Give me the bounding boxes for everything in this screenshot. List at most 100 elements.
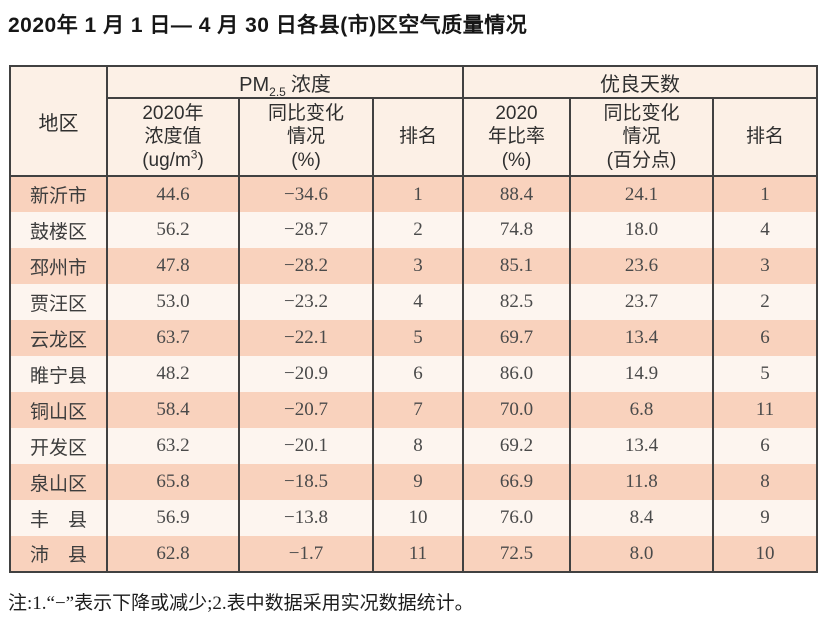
gd-rate-cell: 82.5 (462, 284, 571, 320)
pm-value-cell: 63.7 (106, 320, 240, 356)
gd-rank-cell: 1 (712, 175, 818, 212)
header-gd-change-line3: (百分点) (606, 149, 677, 171)
pm-value-cell: 65.8 (106, 464, 240, 500)
pm25-subscript: 2.5 (269, 84, 286, 98)
gd-rank-cell: 5 (712, 356, 818, 392)
gd-change-cell: 14.9 (569, 356, 714, 392)
pm-value-cell: 44.6 (106, 175, 240, 212)
pm25-label: PM (239, 73, 270, 96)
footnote: 注:1.“−”表示下降或减少;2.表中数据采用实况数据统计。 (8, 593, 474, 614)
pm-rank-cell: 3 (372, 248, 464, 284)
region-cell: 云龙区 (9, 320, 108, 356)
table-row: 泉山区 65.8 −18.5 9 66.9 11.8 8 (9, 464, 818, 500)
gd-rank-cell: 2 (712, 284, 818, 320)
pm-rank-cell: 5 (372, 320, 464, 356)
gd-rate-cell: 70.0 (462, 392, 571, 428)
pm-value-cell: 58.4 (106, 392, 240, 428)
table-row: 新沂市 44.6 −34.6 1 88.4 24.1 1 (9, 175, 818, 212)
gd-change-cell: 18.0 (569, 212, 714, 248)
gd-rank-cell: 3 (712, 248, 818, 284)
region-cell: 睢宁县 (9, 356, 108, 392)
pm-rank-cell: 6 (372, 356, 464, 392)
pm-rank-cell: 4 (372, 284, 464, 320)
pm-change-cell: −13.8 (238, 500, 374, 536)
header-pm-change-line3: (%) (291, 149, 321, 171)
gd-change-cell: 23.7 (569, 284, 714, 320)
pm-value-cell: 62.8 (106, 536, 240, 572)
pm-change-cell: −1.7 (238, 536, 374, 572)
header-pm-change-line1: 同比变化 (267, 103, 344, 125)
table-row: 邳州市 47.8 −28.2 3 85.1 23.6 3 (9, 248, 818, 284)
pm-change-cell: −20.9 (238, 356, 374, 392)
pm-change-cell: −20.7 (238, 392, 374, 428)
gd-change-cell: 23.6 (569, 248, 714, 284)
pm-rank-cell: 7 (372, 392, 464, 428)
gd-rank-cell: 4 (712, 212, 818, 248)
pm-rank-cell: 11 (372, 536, 464, 572)
header-group-row: 地区 PM2.5 浓度 优良天数 (9, 66, 818, 176)
region-cell: 泉山区 (9, 464, 108, 500)
header-pm-value-line3: (ug/m3) (142, 147, 204, 171)
region-cell: 丰 县 (9, 500, 108, 536)
header-gd-change-line2: 情况 (622, 126, 661, 148)
table-row: 铜山区 58.4 −20.7 7 70.0 6.8 11 (9, 392, 818, 428)
table-row: 睢宁县 48.2 −20.9 6 86.0 14.9 5 (9, 356, 818, 392)
table-row: 沛 县 62.8 −1.7 11 72.5 8.0 10 (9, 536, 818, 572)
table-row: 贾汪区 53.0 −23.2 4 82.5 23.7 2 (9, 284, 818, 320)
table-row: 丰 县 56.9 −13.8 10 76.0 8.4 9 (9, 500, 818, 536)
gd-change-cell: 24.1 (569, 175, 714, 212)
region-cell: 铜山区 (9, 392, 108, 428)
pm-change-cell: −22.1 (238, 320, 374, 356)
header-columns-row: 2020年 浓度值 (ug/m3) 同比变化 情况 (%) 排名 2020 年比… (10, 97, 818, 176)
gd-rank-cell: 8 (712, 464, 818, 500)
gd-rate-cell: 72.5 (462, 536, 571, 572)
pm-change-cell: −28.7 (238, 212, 374, 248)
pm-value-cell: 56.9 (106, 500, 240, 536)
pm-change-cell: −34.6 (238, 175, 374, 212)
cubed-superscript: 3 (190, 147, 198, 162)
header-gd-rate-line2: 年比率 (487, 126, 545, 148)
header-gd-rank: 排名 (712, 97, 818, 176)
table-row: 云龙区 63.7 −22.1 5 69.7 13.4 6 (9, 320, 818, 356)
gd-rate-cell: 69.7 (462, 320, 571, 356)
header-pm-change-line2: 情况 (286, 126, 325, 148)
region-cell: 新沂市 (9, 175, 108, 212)
header-good-days-group: 优良天数 (462, 66, 818, 98)
table-header: 地区 PM2.5 浓度 优良天数 2020年 浓度值 (ug/m3) 同比变化 情… (9, 66, 818, 176)
pm-rank-cell: 2 (372, 212, 464, 248)
table-body: 新沂市 44.6 −34.6 1 88.4 24.1 1 鼓楼区 56.2 −2… (9, 175, 818, 572)
header-gd-change-line1: 同比变化 (603, 103, 680, 125)
page-title: 2020年 1 月 1 日— 4 月 30 日各县(市)区空气质量情况 (8, 14, 528, 37)
pm-change-cell: −20.1 (238, 428, 374, 464)
header-gd-rate-line1: 2020 (495, 103, 538, 125)
header-pm-value: 2020年 浓度值 (ug/m3) (106, 97, 240, 176)
gd-rate-cell: 76.0 (462, 500, 571, 536)
region-cell: 沛 县 (9, 536, 108, 572)
gd-rank-cell: 11 (712, 392, 818, 428)
pm-rank-cell: 8 (372, 428, 464, 464)
pm-rank-cell: 1 (372, 175, 464, 212)
region-cell: 开发区 (9, 428, 108, 464)
pm25-suffix: 浓度 (290, 73, 331, 96)
gd-rate-cell: 69.2 (462, 428, 571, 464)
gd-rank-cell: 6 (712, 320, 818, 356)
pm-value-cell: 53.0 (106, 284, 240, 320)
table-row: 开发区 63.2 −20.1 8 69.2 13.4 6 (9, 428, 818, 464)
gd-rate-cell: 88.4 (462, 175, 571, 212)
gd-rate-cell: 86.0 (462, 356, 571, 392)
pm-change-cell: −28.2 (238, 248, 374, 284)
header-gd-change: 同比变化 情况 (百分点) (569, 97, 714, 176)
pm-value-cell: 48.2 (106, 356, 240, 392)
gd-rate-cell: 74.8 (462, 212, 571, 248)
pm-rank-cell: 9 (372, 464, 464, 500)
header-region: 地区 (9, 66, 108, 176)
region-cell: 邳州市 (9, 248, 108, 284)
air-quality-table: 地区 PM2.5 浓度 优良天数 2020年 浓度值 (ug/m3) 同比变化 情… (9, 65, 818, 573)
gd-rank-cell: 9 (712, 500, 818, 536)
header-pm-rank: 排名 (372, 97, 464, 176)
gd-change-cell: 8.4 (569, 500, 714, 536)
header-pm-change: 同比变化 情况 (%) (238, 97, 374, 176)
region-cell: 鼓楼区 (9, 212, 108, 248)
header-gd-rate-line3: (%) (501, 149, 532, 171)
gd-change-cell: 13.4 (569, 320, 714, 356)
